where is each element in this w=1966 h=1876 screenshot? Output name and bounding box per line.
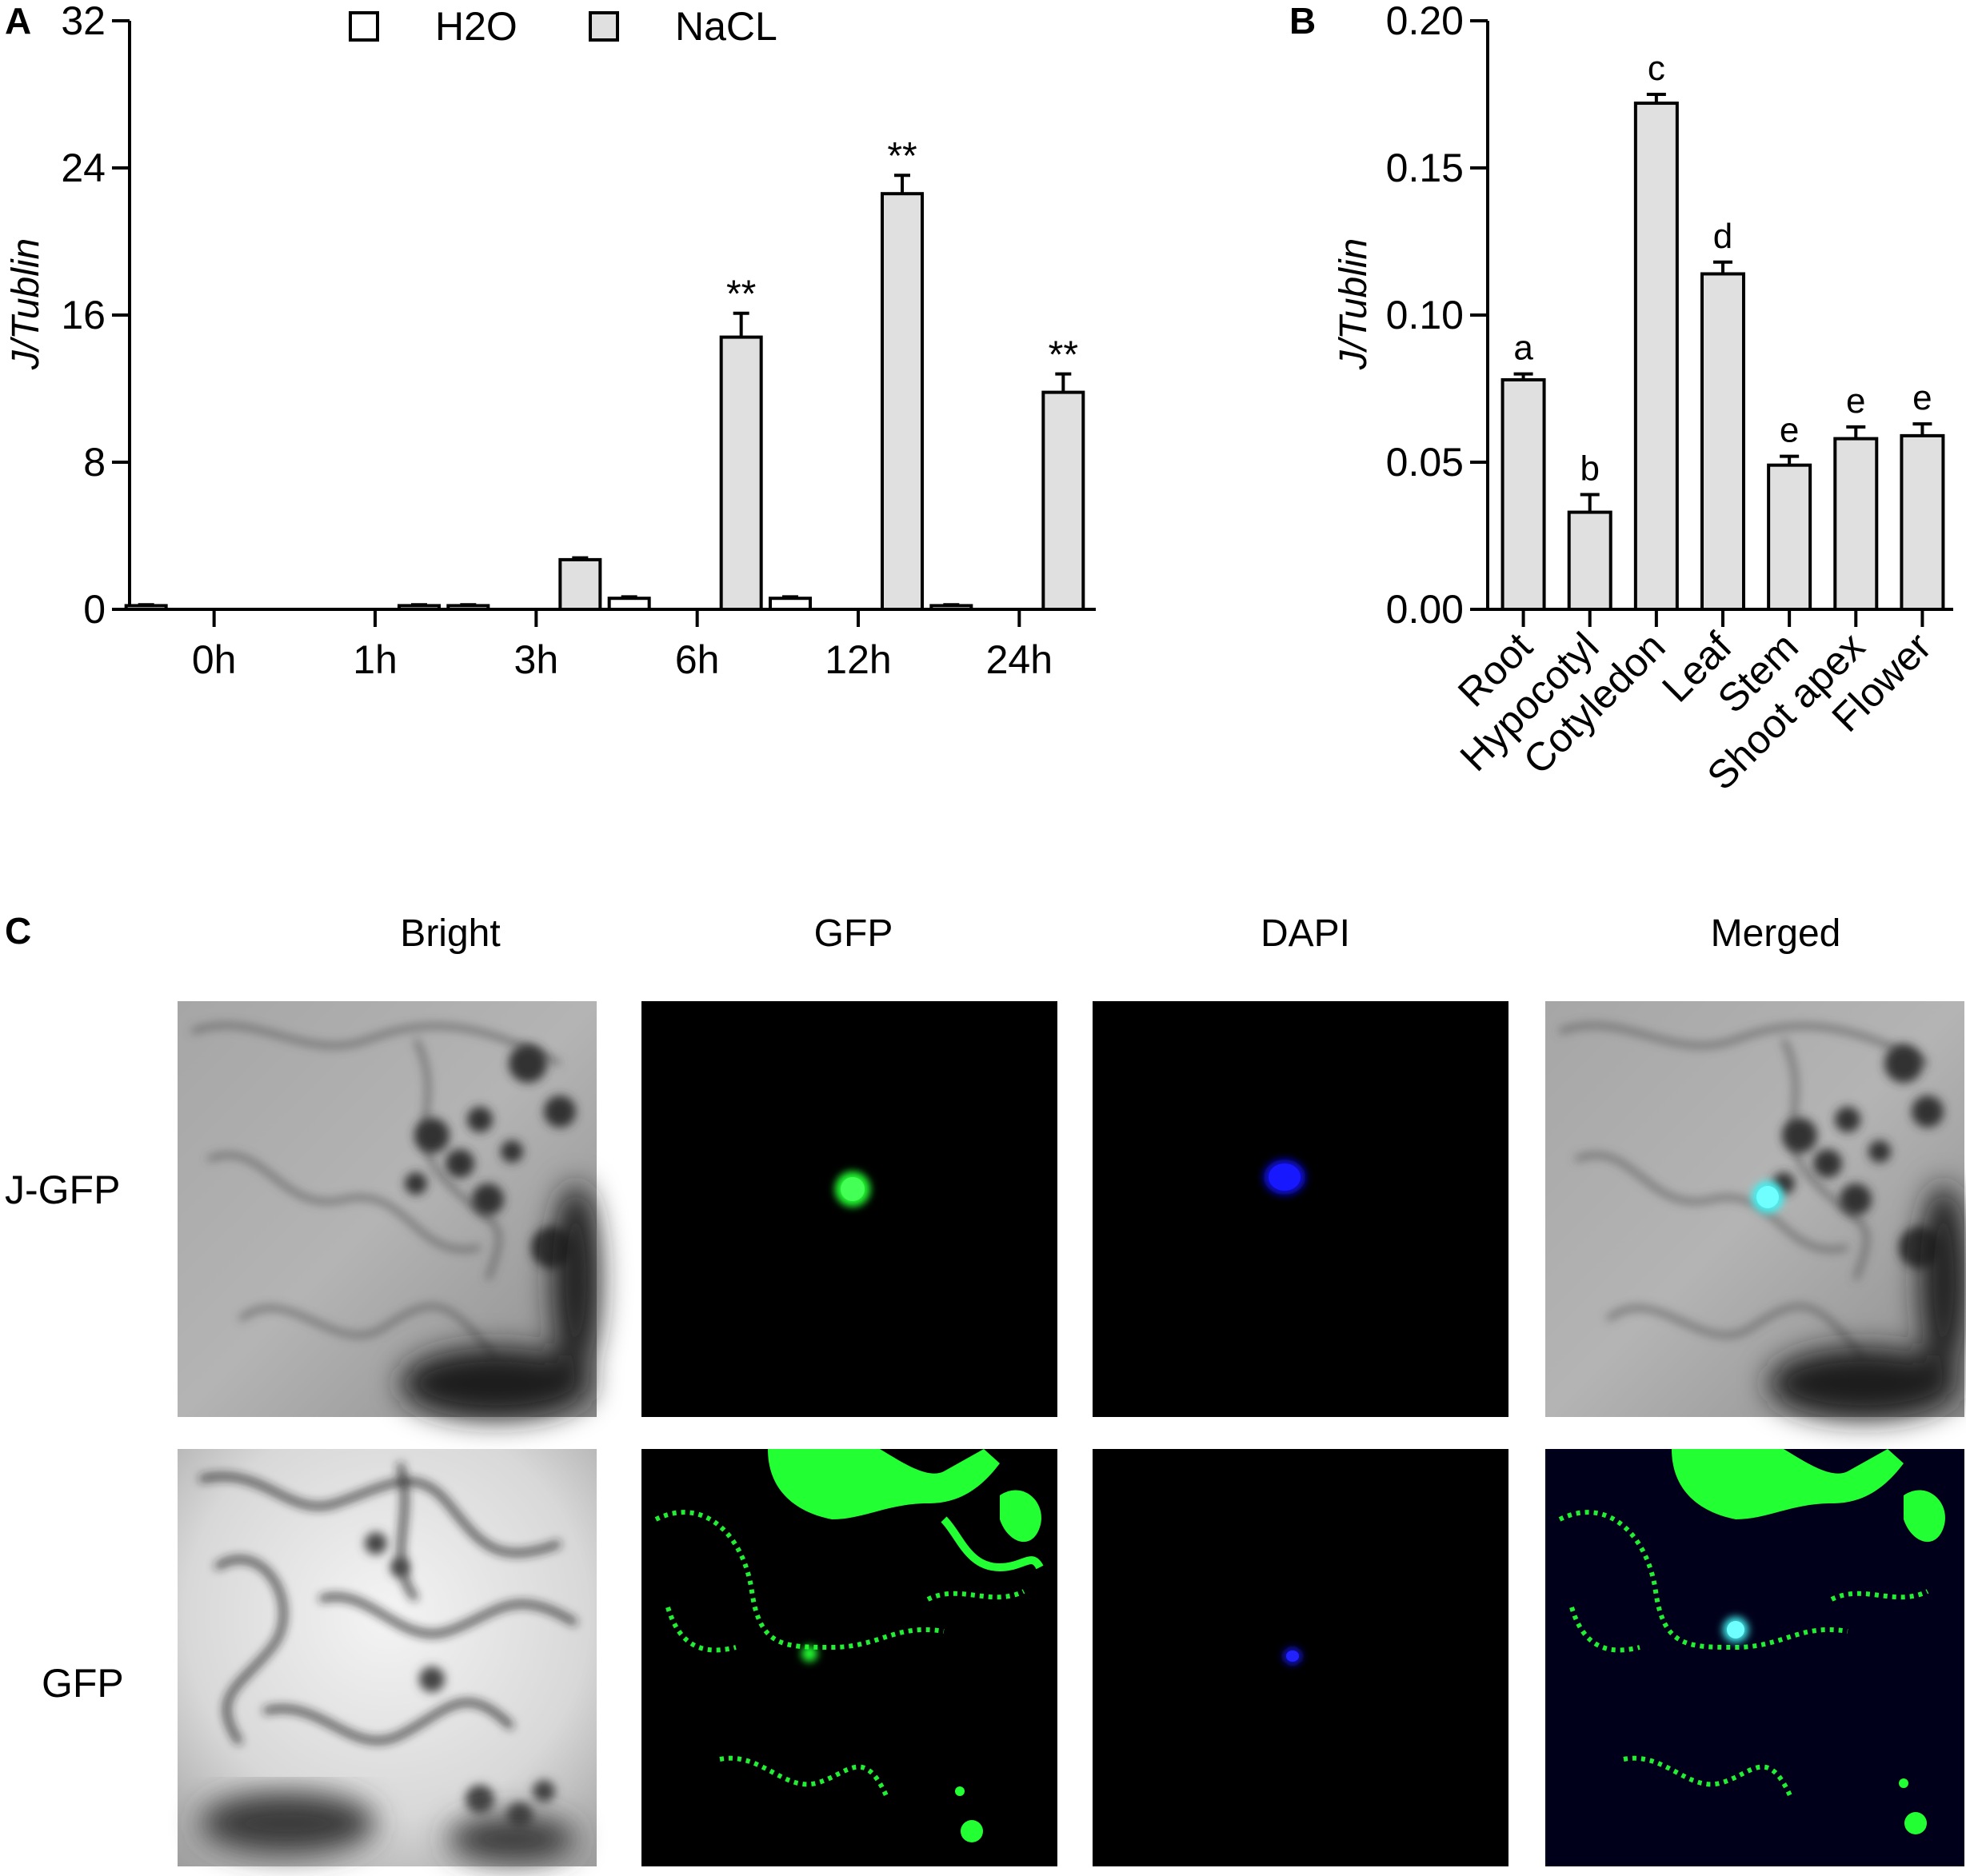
image-j-gfp-bright bbox=[178, 1001, 600, 1419]
image-j-gfp-merged bbox=[1545, 1001, 1966, 1419]
panel-letter-a: A bbox=[5, 0, 31, 42]
panel-letter-c: C bbox=[5, 910, 31, 952]
row-label-j-gfp: J-GFP bbox=[5, 1168, 120, 1212]
image-gfp-gfp bbox=[641, 1449, 1057, 1866]
panel-b-group-letter: d bbox=[1713, 217, 1732, 256]
panel-b-bars: a b c d e e e bbox=[1500, 49, 1945, 612]
panel-a-y-axis-title: J/Tublin bbox=[5, 238, 47, 371]
panel-a: A J/Tublin 0 8 16 24 32 0h 1h 3h 6h 12h 24h H2O NaC… bbox=[5, 0, 1096, 682]
image-gfp-dapi bbox=[1093, 1449, 1508, 1866]
panel-a-y-tick-label: 8 bbox=[83, 440, 106, 485]
panel-a-x-tick-label: 3h bbox=[514, 637, 559, 682]
panel-b-error-bar bbox=[1580, 493, 1600, 513]
panel-b-bar bbox=[1500, 377, 1546, 611]
panel-a-bar-nacl bbox=[881, 192, 924, 611]
panel-b-group-letter: b bbox=[1580, 449, 1599, 488]
panel-a-error-bar bbox=[621, 595, 637, 599]
panel-b-bar bbox=[1900, 433, 1945, 611]
panel-a-significance-label: ** bbox=[726, 273, 756, 316]
panel-a-legend: H2O NaCL bbox=[349, 4, 777, 49]
legend-label-nacl: NaCL bbox=[675, 4, 777, 49]
image-gfp-merged bbox=[1545, 1449, 1964, 1866]
panel-a-x-tick-label: 1h bbox=[353, 637, 398, 682]
panel-a-bar-nacl bbox=[719, 335, 763, 611]
panel-a-bar-nacl bbox=[1041, 390, 1085, 611]
panel-a-x-tick-label: 12h bbox=[825, 637, 891, 682]
col-label-bright: Bright bbox=[400, 912, 500, 955]
panel-a-y-tick-label: 0 bbox=[83, 587, 106, 632]
legend-swatch-h2o bbox=[349, 11, 379, 42]
panel-b-y-tick-label: 0.10 bbox=[1386, 293, 1464, 337]
panel-a-significance-label: ** bbox=[1049, 334, 1078, 377]
panel-a-significance-label: ** bbox=[887, 135, 917, 178]
panel-a-bar-h2o bbox=[769, 597, 812, 612]
panel-b-error-bar bbox=[1912, 422, 1932, 436]
panel-b-group-letter: e bbox=[1780, 411, 1799, 450]
legend-label-h2o: H2O bbox=[435, 4, 517, 49]
panel-b: B J/Tublin 0.000.050.100.150.20RootHypoc… bbox=[1289, 0, 1953, 799]
panel-b-group-letter: e bbox=[1912, 378, 1932, 417]
panel-b-y-tick-label: 0.05 bbox=[1386, 440, 1464, 485]
panel-a-error-bar bbox=[1055, 372, 1072, 393]
panel-a-y-tick-label: 32 bbox=[61, 0, 106, 43]
legend-swatch-nacl bbox=[589, 11, 619, 42]
panel-c: C Bright GFP DAPI Merged J-GFP GFP bbox=[5, 910, 1966, 1866]
panel-a-error-bar bbox=[572, 556, 589, 560]
panel-b-group-letter: e bbox=[1846, 381, 1865, 421]
panel-b-error-bar bbox=[1646, 93, 1666, 104]
panel-b-y-tick-label: 0.20 bbox=[1386, 0, 1464, 43]
panel-b-group-letter: a bbox=[1513, 329, 1533, 368]
panel-a-bar-h2o bbox=[607, 597, 651, 612]
panel-b-bar bbox=[1700, 272, 1745, 611]
panel-b-bar bbox=[1767, 463, 1812, 611]
panel-a-error-bar bbox=[894, 174, 910, 194]
panel-a-x-tick-label: 24h bbox=[986, 637, 1053, 682]
panel-b-error-bar bbox=[1846, 425, 1866, 439]
panel-a-axes: 0 8 16 24 32 0h 1h 3h 6h 12h 24h bbox=[61, 0, 1096, 682]
panel-b-group-letter: c bbox=[1648, 49, 1665, 88]
panel-b-error-bar bbox=[1780, 454, 1800, 465]
col-label-merged: Merged bbox=[1711, 912, 1841, 955]
panel-b-bar bbox=[1633, 102, 1679, 612]
image-j-gfp-gfp bbox=[641, 1001, 1057, 1417]
row-label-gfp: GFP bbox=[42, 1661, 124, 1706]
panel-a-error-bar bbox=[733, 311, 749, 337]
image-j-gfp-dapi bbox=[1093, 1001, 1508, 1417]
panel-a-bars: ** ** ** bbox=[124, 135, 1085, 612]
panel-a-y-tick-label: 24 bbox=[61, 146, 106, 190]
panel-b-y-tick-label: 0.15 bbox=[1386, 146, 1464, 190]
panel-a-y-tick-label: 16 bbox=[61, 293, 106, 337]
panel-a-x-tick-label: 6h bbox=[675, 637, 720, 682]
panel-b-y-tick-label: 0.00 bbox=[1386, 587, 1464, 632]
panel-b-error-bar bbox=[1713, 260, 1732, 274]
col-label-gfp: GFP bbox=[814, 912, 893, 955]
panel-a-x-tick-label: 0h bbox=[192, 637, 237, 682]
panel-b-bar bbox=[1833, 437, 1879, 611]
image-gfp-bright bbox=[178, 1449, 597, 1866]
panel-b-y-axis-title: J/Tublin bbox=[1333, 238, 1375, 371]
panel-a-error-bar bbox=[782, 595, 798, 599]
panel-letter-b: B bbox=[1289, 0, 1316, 42]
col-label-dapi: DAPI bbox=[1261, 912, 1350, 955]
panel-a-bar-nacl bbox=[558, 557, 602, 612]
panel-b-error-bar bbox=[1513, 372, 1533, 380]
panel-b-bar bbox=[1567, 510, 1612, 611]
